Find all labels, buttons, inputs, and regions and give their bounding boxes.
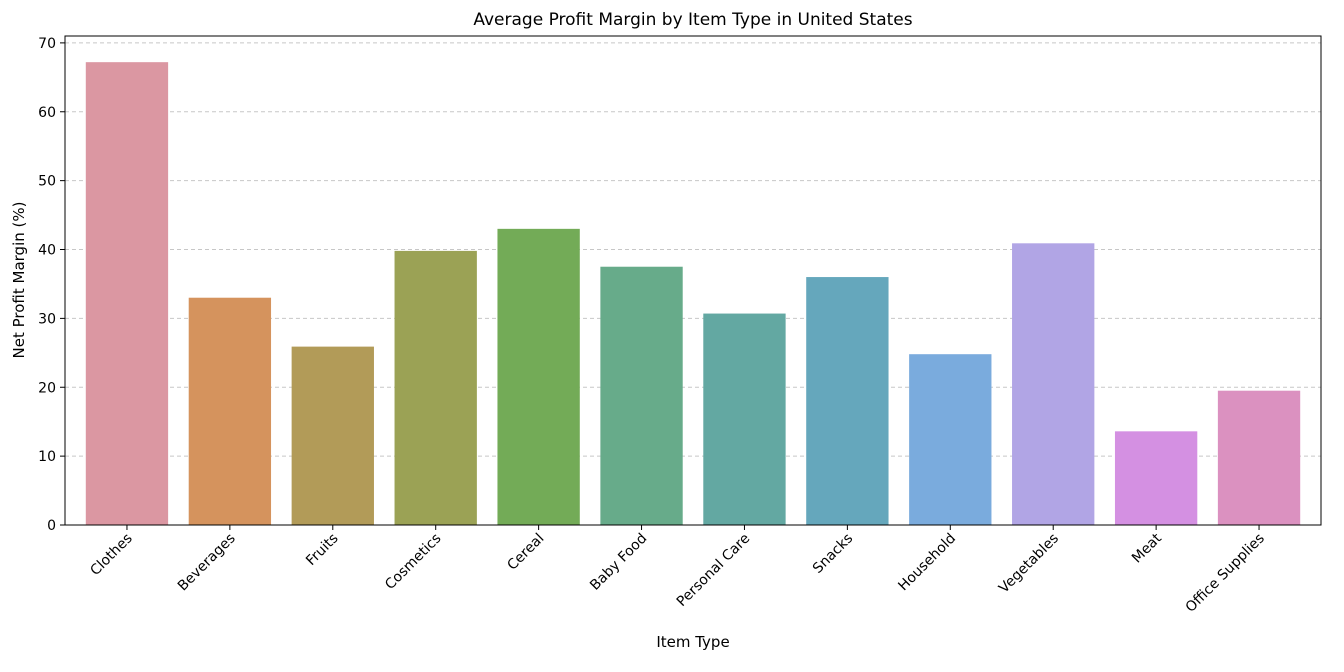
bar-cosmetics: [394, 250, 477, 525]
y-tick-label: 70: [38, 36, 56, 52]
x-axis: Clothes Beverages Fruits Cosmetics Cereal Bab…: [87, 525, 1268, 616]
x-tick-label: Household: [895, 531, 959, 595]
bar-clothes: [85, 62, 169, 526]
x-tick-label: Beverages: [175, 531, 239, 595]
x-tick-label: Personal Care: [674, 531, 753, 610]
y-tick-label: 40: [38, 243, 56, 259]
bar-personal-care: [703, 313, 786, 525]
y-tick-label: 30: [38, 311, 56, 327]
x-tick-label: Office Supplies: [1183, 531, 1268, 616]
y-tick-label: 20: [38, 380, 56, 396]
bar-meat: [1114, 431, 1198, 525]
bar-fruits: [291, 346, 374, 525]
y-tick-label: 50: [38, 174, 56, 190]
x-tick-label: Clothes: [87, 531, 135, 579]
x-tick-label: Cereal: [504, 531, 547, 574]
bar-household: [909, 354, 992, 525]
bar-office-supplies: [1217, 390, 1301, 525]
plot-frame: [64, 35, 1322, 526]
bar-cereal: [497, 228, 580, 525]
bar-snacks: [806, 277, 889, 525]
y-tick-label: 0: [47, 518, 56, 534]
bar-beverages: [188, 297, 272, 525]
bar-vegetables: [1012, 243, 1095, 525]
x-tick-label: Cosmetics: [382, 531, 444, 593]
chart-title: Average Profit Margin by Item Type in Un…: [473, 10, 912, 30]
y-tick-label: 60: [38, 105, 56, 121]
x-tick-label: Baby Food: [587, 531, 650, 594]
grid-lines: [65, 42, 1321, 457]
x-axis-label: Item Type: [656, 633, 729, 651]
y-axis-label: Net Profit Margin (%): [10, 202, 28, 359]
x-tick-label: Meat: [1129, 530, 1165, 566]
y-tick-label: 10: [38, 449, 56, 465]
x-tick-label: Fruits: [303, 531, 341, 569]
y-axis: 0 10 20 30 40 50 60 70: [38, 36, 65, 534]
x-tick-label: Snacks: [810, 531, 856, 577]
x-tick-label: Vegetables: [996, 531, 1062, 597]
bar-baby-food: [600, 266, 683, 525]
bars: [85, 62, 1301, 526]
